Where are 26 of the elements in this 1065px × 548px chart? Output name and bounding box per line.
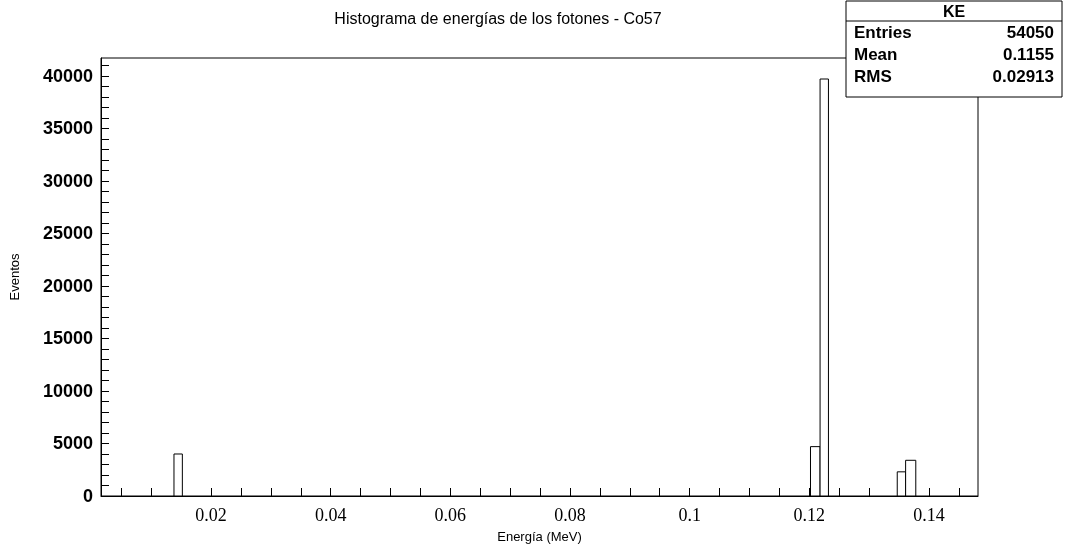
y-tick-label: 40000: [42, 65, 93, 86]
text: Entries: [854, 22, 912, 42]
x-tick-label: 0.02: [195, 505, 227, 525]
y-tick-label: 5000: [52, 433, 93, 454]
text: 54050: [1006, 22, 1054, 42]
x-tick-label: 0.06: [434, 505, 467, 525]
x-axis-title: Energía (MeV): [497, 529, 582, 544]
y-tick-label: 10000: [42, 380, 93, 401]
y-tick-label: 0: [82, 486, 93, 506]
x-tick-label: 0.08: [554, 505, 586, 525]
y-tick-label: 20000: [42, 275, 93, 296]
x-tick-label: 0.14: [913, 505, 945, 525]
x-tick-label: 0.1: [678, 505, 701, 525]
text: KE: [942, 2, 966, 20]
text: 0.02913: [992, 66, 1054, 86]
x-tick-label: 0.04: [314, 505, 347, 525]
chart-title: Histograma de energías de los fotones - Co57: [334, 9, 662, 27]
y-tick-label: 15000: [42, 328, 93, 349]
text: 0.1155: [1002, 44, 1054, 64]
y-tick-label: 25000: [42, 223, 93, 244]
annotation: Mean: [854, 44, 898, 64]
y-axis-title: Eventos: [7, 253, 22, 301]
y-tick-label: 30000: [42, 170, 93, 191]
y-tick-label: 35000: [42, 118, 93, 139]
annotation: RMS: [854, 66, 892, 86]
x-tick-label: 0.12: [793, 505, 826, 525]
